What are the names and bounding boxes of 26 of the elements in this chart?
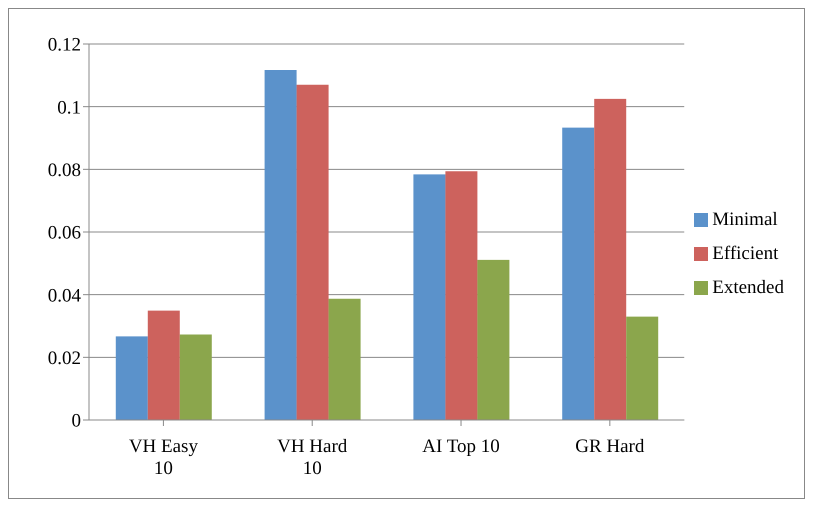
y-tick-label: 0.06 [48, 222, 81, 244]
bar [328, 298, 361, 420]
bar [477, 260, 510, 420]
x-tick-label: VH Hard 10 [277, 436, 348, 479]
y-tick-label: 0.08 [48, 160, 81, 182]
bar [116, 336, 148, 420]
bar [562, 128, 594, 420]
y-tick-label: 0.12 [48, 34, 81, 56]
bar [180, 334, 212, 420]
x-tick-label: GR Hard [575, 436, 645, 457]
legend-label: Extended [712, 276, 784, 298]
x-tick-label: AI Top 10 [422, 436, 500, 457]
bar [413, 174, 446, 420]
bar [296, 84, 329, 420]
bar [594, 98, 626, 420]
y-tick-label: 0 [72, 410, 81, 432]
legend-label: Minimal [712, 208, 778, 230]
bar [626, 316, 658, 420]
legend-label: Efficient [712, 242, 778, 264]
x-tick-label: VH Easy 10 [128, 436, 198, 479]
y-tick-label: 0.1 [57, 97, 81, 118]
y-tick-label: 0.02 [48, 348, 81, 370]
bar [264, 70, 297, 420]
bar [445, 171, 478, 420]
y-tick-label: 0.04 [48, 285, 82, 306]
bar [148, 310, 180, 420]
